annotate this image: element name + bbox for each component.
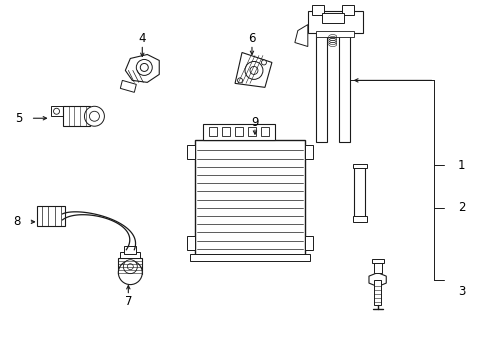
- Bar: [195, 140, 304, 255]
- Bar: [120, 252, 140, 258]
- Circle shape: [89, 111, 99, 121]
- Circle shape: [53, 108, 60, 114]
- Bar: [247, 127, 255, 136]
- Circle shape: [261, 60, 266, 65]
- Polygon shape: [368, 273, 386, 287]
- Bar: [222, 127, 229, 136]
- Bar: [124, 246, 136, 254]
- Text: 9: 9: [251, 116, 258, 129]
- Bar: [203, 124, 274, 140]
- Bar: [304, 236, 312, 250]
- Bar: [315, 31, 353, 37]
- Bar: [37, 206, 64, 226]
- Circle shape: [127, 264, 133, 270]
- Bar: [118, 258, 142, 274]
- Polygon shape: [235, 53, 271, 87]
- Circle shape: [118, 261, 142, 285]
- Circle shape: [237, 78, 242, 83]
- Text: 6: 6: [248, 32, 255, 45]
- Bar: [307, 11, 362, 32]
- Polygon shape: [294, 24, 307, 46]
- Bar: [373, 280, 380, 305]
- Text: 3: 3: [457, 285, 464, 298]
- Bar: [341, 5, 353, 15]
- Circle shape: [123, 260, 137, 274]
- Text: 8: 8: [13, 215, 20, 228]
- Text: 1: 1: [457, 158, 464, 172]
- Circle shape: [140, 63, 148, 71]
- Bar: [50, 106, 62, 116]
- Bar: [311, 5, 323, 15]
- Bar: [321, 13, 343, 23]
- Circle shape: [136, 59, 152, 75]
- Bar: [352, 164, 366, 168]
- Circle shape: [249, 67, 258, 75]
- Bar: [373, 261, 381, 273]
- Bar: [304, 145, 312, 159]
- Text: 4: 4: [138, 32, 146, 45]
- Bar: [371, 259, 383, 263]
- Bar: [353, 166, 365, 218]
- Text: 7: 7: [124, 295, 132, 308]
- Bar: [62, 106, 90, 126]
- Bar: [316, 23, 326, 142]
- Polygon shape: [120, 80, 136, 92]
- Bar: [235, 127, 243, 136]
- Bar: [209, 127, 217, 136]
- Circle shape: [84, 106, 104, 126]
- Text: 2: 2: [457, 201, 464, 215]
- Bar: [261, 127, 268, 136]
- Bar: [187, 145, 195, 159]
- Text: 5: 5: [15, 112, 22, 125]
- Bar: [339, 23, 349, 142]
- Bar: [187, 236, 195, 250]
- Bar: [190, 254, 309, 261]
- Polygon shape: [125, 54, 159, 82]
- Circle shape: [244, 62, 263, 80]
- Bar: [352, 216, 366, 222]
